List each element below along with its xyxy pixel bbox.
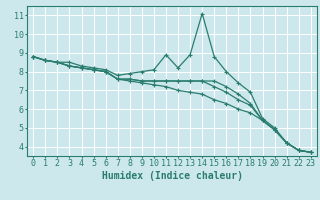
X-axis label: Humidex (Indice chaleur): Humidex (Indice chaleur) [101,171,243,181]
